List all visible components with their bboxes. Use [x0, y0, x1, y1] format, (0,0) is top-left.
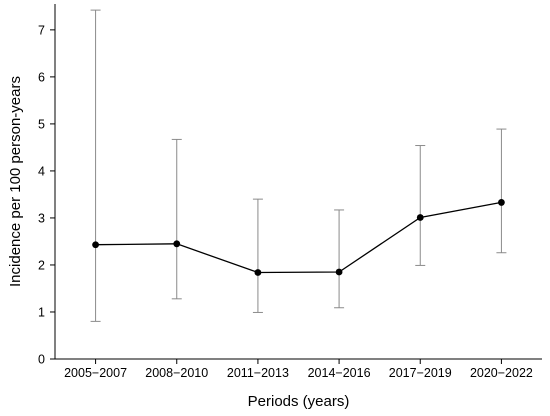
error-bars — [90, 9, 507, 322]
y-tick-label: 1 — [38, 305, 45, 319]
data-point — [498, 199, 505, 206]
data-point — [173, 240, 181, 248]
y-tick-label: 2 — [38, 258, 45, 272]
x-tick-label: 2005−2007 — [64, 366, 127, 380]
x-tick-label: 2011−2013 — [227, 366, 289, 380]
series-line — [95, 201, 502, 274]
y-tick-label: 4 — [38, 164, 45, 178]
data-points — [92, 199, 505, 276]
y-tick-label: 3 — [38, 211, 45, 225]
data-point — [92, 241, 99, 249]
y-tick-label: 0 — [38, 353, 45, 367]
data-point — [416, 214, 424, 221]
axes — [54, 4, 542, 360]
ticks: 0 1 2 3 4 5 6 7 2005−2007 2008−2010 2011−2013 2014−… — [38, 23, 533, 380]
x-tick-label: 2008−2010 — [145, 366, 208, 380]
series-line-group — [95, 201, 502, 274]
data-point — [254, 269, 262, 276]
x-tick-label: 2014−2016 — [308, 366, 371, 380]
y-tick-label: 5 — [38, 117, 45, 131]
x-axis-title: Periods (years) — [248, 393, 350, 410]
data-point — [335, 268, 343, 276]
x-tick-label: 2017−2019 — [389, 366, 452, 380]
x-tick-label: 2020−2022 — [470, 366, 533, 380]
y-tick-label: 6 — [38, 70, 45, 84]
y-axis-title: Incidence per 100 person-years — [7, 76, 24, 287]
y-tick-label: 7 — [38, 23, 45, 37]
